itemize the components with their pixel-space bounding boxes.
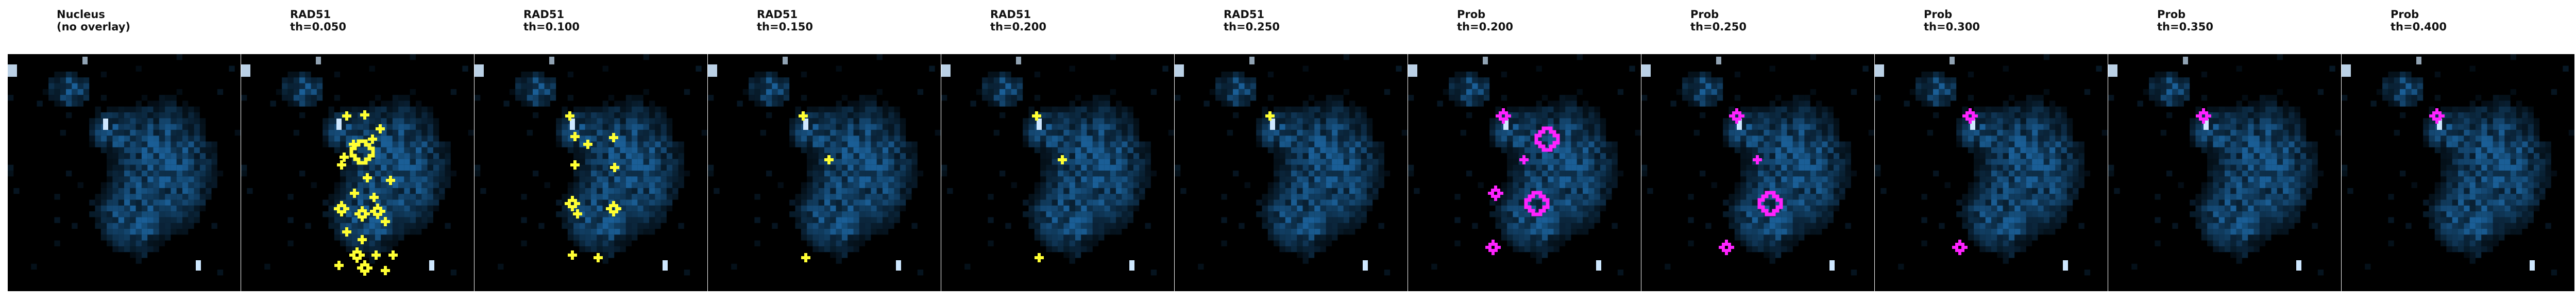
nucleus-signal	[1641, 54, 1874, 275]
nucleus-signal	[474, 54, 707, 275]
panel-title-line: RAD51	[523, 8, 699, 21]
nucleus-image-canvas	[241, 54, 474, 291]
nucleus-image	[1408, 54, 1641, 291]
panel-subtitle-line: th=0.300	[1924, 21, 2099, 33]
nucleus-signal	[2108, 54, 2341, 275]
panel-5: RAD51 th=0.200	[941, 0, 1174, 302]
nucleus-image-canvas	[708, 54, 941, 291]
nucleus-signal	[2342, 54, 2574, 275]
panel-title-line: Nucleus	[57, 8, 232, 21]
panel-subtitle-line: th=0.350	[2157, 21, 2332, 33]
panel-title-line: Prob	[2391, 8, 2566, 21]
panel-title: Prob th=0.250	[1690, 8, 1866, 33]
panel-title-line: Prob	[1457, 8, 1632, 21]
panel-title: Prob th=0.300	[1924, 8, 2099, 33]
panel-1: Nucleus (no overlay)	[8, 0, 241, 302]
overlay-spot	[1035, 253, 1044, 262]
panel-subtitle-line: th=0.400	[2391, 21, 2566, 33]
panel-3: RAD51 th=0.100	[474, 0, 707, 302]
panel-10: Prob th=0.350	[2108, 0, 2341, 302]
overlay-spot	[1952, 240, 1968, 255]
overlay-spot	[801, 253, 810, 262]
panel-title: RAD51 th=0.200	[990, 8, 1165, 33]
nucleus-image	[241, 54, 474, 291]
panel-title: Prob th=0.400	[2391, 8, 2566, 33]
nucleus-image-canvas	[2342, 54, 2574, 291]
nucleus-signal	[1408, 54, 1641, 275]
panel-subtitle-line: th=0.100	[523, 21, 699, 33]
panel-title-line: RAD51	[757, 8, 932, 21]
panel-8: Prob th=0.250	[1641, 0, 1874, 302]
panel-title-line: Prob	[1924, 8, 2099, 21]
nucleus-image-canvas	[2108, 54, 2341, 291]
panel-subtitle-line: th=0.200	[1457, 21, 1632, 33]
panel-subtitle-line: (no overlay)	[57, 21, 232, 33]
nucleus-image	[1641, 54, 1874, 291]
nucleus-signal	[941, 54, 1174, 275]
nucleus-image-canvas	[8, 54, 241, 291]
panel-title: RAD51 th=0.150	[757, 8, 932, 33]
panel-title-line: Prob	[2157, 8, 2332, 21]
nucleus-image	[2108, 54, 2341, 291]
nucleus-image	[2342, 54, 2574, 291]
panel-title: RAD51 th=0.050	[290, 8, 465, 33]
nucleus-signal	[1875, 54, 2108, 275]
nucleus-signal	[241, 54, 474, 275]
panel-subtitle-line: th=0.250	[1224, 21, 1399, 33]
nucleus-image-canvas	[941, 54, 1174, 291]
nucleus-signal	[8, 54, 241, 275]
overlay-spot	[568, 250, 577, 260]
nucleus-signal	[708, 54, 941, 275]
panel-6: RAD51 th=0.250	[1175, 0, 1408, 302]
overlay-spot	[1485, 240, 1501, 255]
nucleus-image-canvas	[474, 54, 707, 291]
panel-title-line: RAD51	[990, 8, 1165, 21]
overlay-spot	[381, 266, 390, 275]
nucleus-image-canvas	[1175, 54, 1408, 291]
panel-subtitle-line: th=0.200	[990, 21, 1165, 33]
panel-7: Prob th=0.200	[1408, 0, 1641, 302]
nucleus-image	[8, 54, 241, 291]
panel-subtitle-line: th=0.050	[290, 21, 465, 33]
panel-title-line: RAD51	[1224, 8, 1399, 21]
panel-title: RAD51 th=0.100	[523, 8, 699, 33]
panel-title: RAD51 th=0.250	[1224, 8, 1399, 33]
nucleus-image	[941, 54, 1174, 291]
nucleus-signal	[1175, 54, 1408, 275]
panel-title-line: Prob	[1690, 8, 1866, 21]
nucleus-image-canvas	[1641, 54, 1874, 291]
panel-4: RAD51 th=0.150	[708, 0, 941, 302]
nucleus-image	[474, 54, 707, 291]
nucleus-image	[1175, 54, 1408, 291]
panel-2: RAD51 th=0.050	[241, 0, 474, 302]
panel-subtitle-line: th=0.150	[757, 21, 932, 33]
panel-title: Prob th=0.200	[1457, 8, 1632, 33]
overlay-spot	[1719, 240, 1734, 255]
nucleus-image-canvas	[1875, 54, 2108, 291]
nucleus-image	[1875, 54, 2108, 291]
panel-9: Prob th=0.300	[1875, 0, 2108, 302]
overlay-spot	[334, 261, 344, 270]
nucleus-image	[708, 54, 941, 291]
panel-title: Prob th=0.350	[2157, 8, 2332, 33]
panel-11: Prob th=0.400	[2342, 0, 2574, 302]
panel-title-line: RAD51	[290, 8, 465, 21]
nucleus-image-canvas	[1408, 54, 1641, 291]
panel-subtitle-line: th=0.250	[1690, 21, 1866, 33]
panel-title: Nucleus (no overlay)	[57, 8, 232, 33]
